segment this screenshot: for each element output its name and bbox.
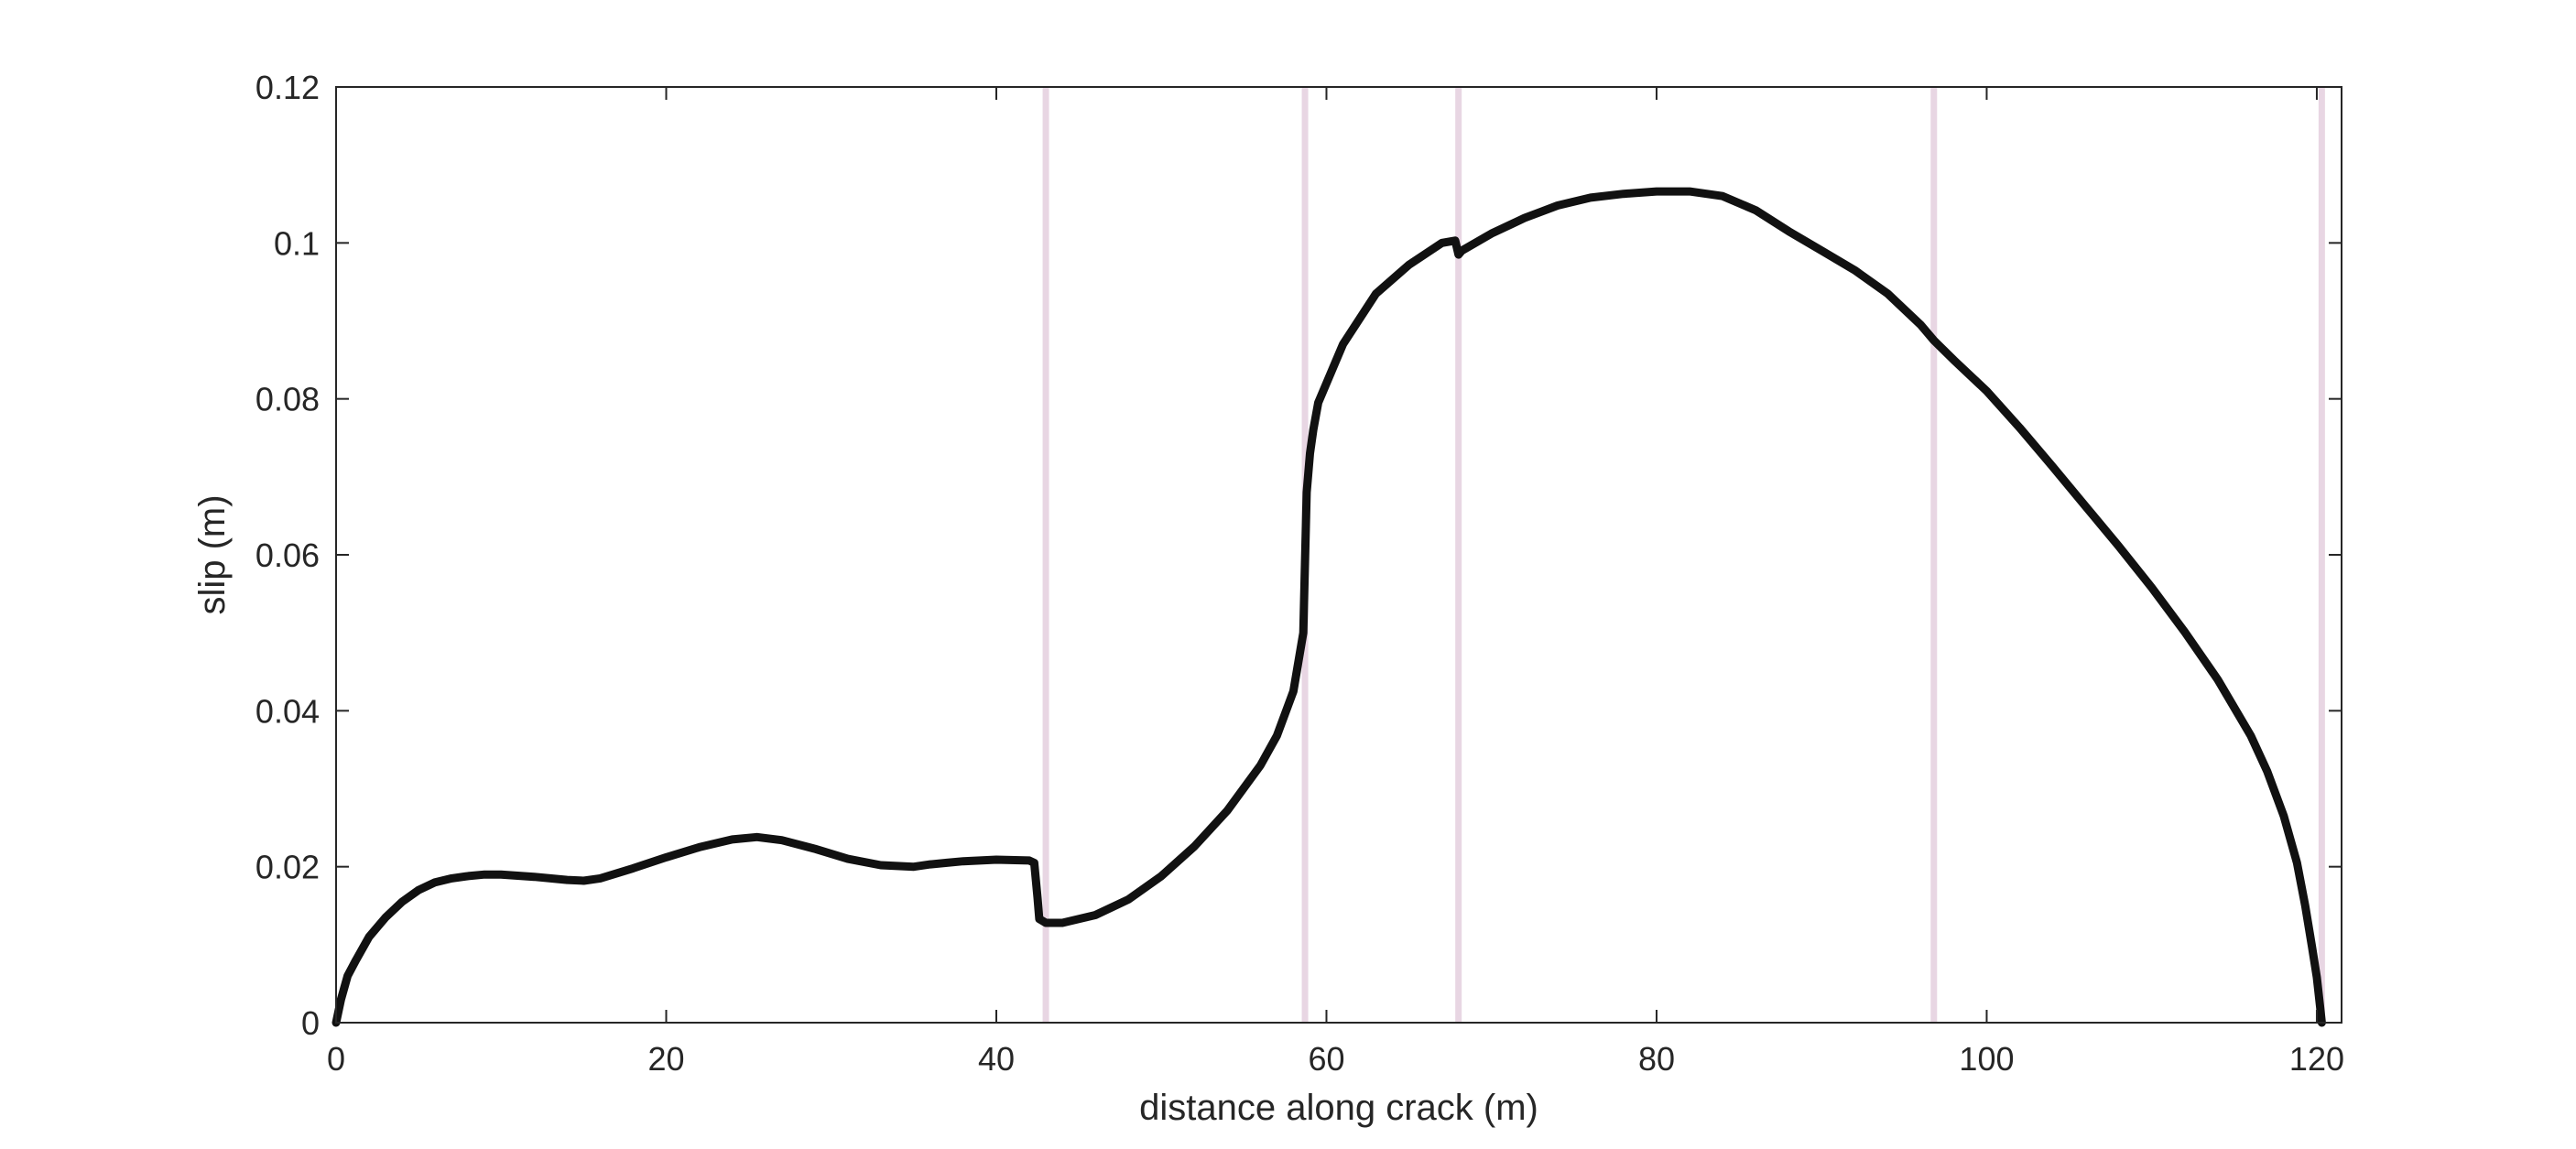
x-tick-label: 100 (1959, 1040, 2014, 1078)
x-tick-label: 80 (1638, 1040, 1675, 1078)
y-tick-label: 0.08 (255, 381, 320, 418)
x-tick-label: 60 (1308, 1040, 1344, 1078)
y-axis-label: slip (m) (192, 494, 233, 614)
plot-frame (335, 86, 2342, 1024)
series-layer (332, 187, 2326, 1027)
y-tick-label: 0.06 (255, 537, 320, 574)
y-tick-label: 0.12 (255, 69, 320, 106)
x-axis-label: distance along crack (m) (1139, 1088, 1538, 1128)
y-tick-label: 0.04 (255, 692, 320, 730)
y-tick-label: 0.1 (274, 224, 320, 262)
series-line-0 (332, 187, 2326, 1027)
x-tick-label: 120 (2289, 1040, 2344, 1078)
y-tick-label: 0 (301, 1004, 320, 1042)
y-tick-label: 0.02 (255, 849, 320, 886)
axis-ticks: 0 20 40 60 80 100 120 0 0.02 0.04 0.06 0.08 0.1 0.12 (255, 69, 2344, 1078)
x-tick-label: 0 (327, 1040, 345, 1078)
x-tick-label: 40 (978, 1040, 1015, 1078)
x-tick-label: 20 (647, 1040, 684, 1078)
